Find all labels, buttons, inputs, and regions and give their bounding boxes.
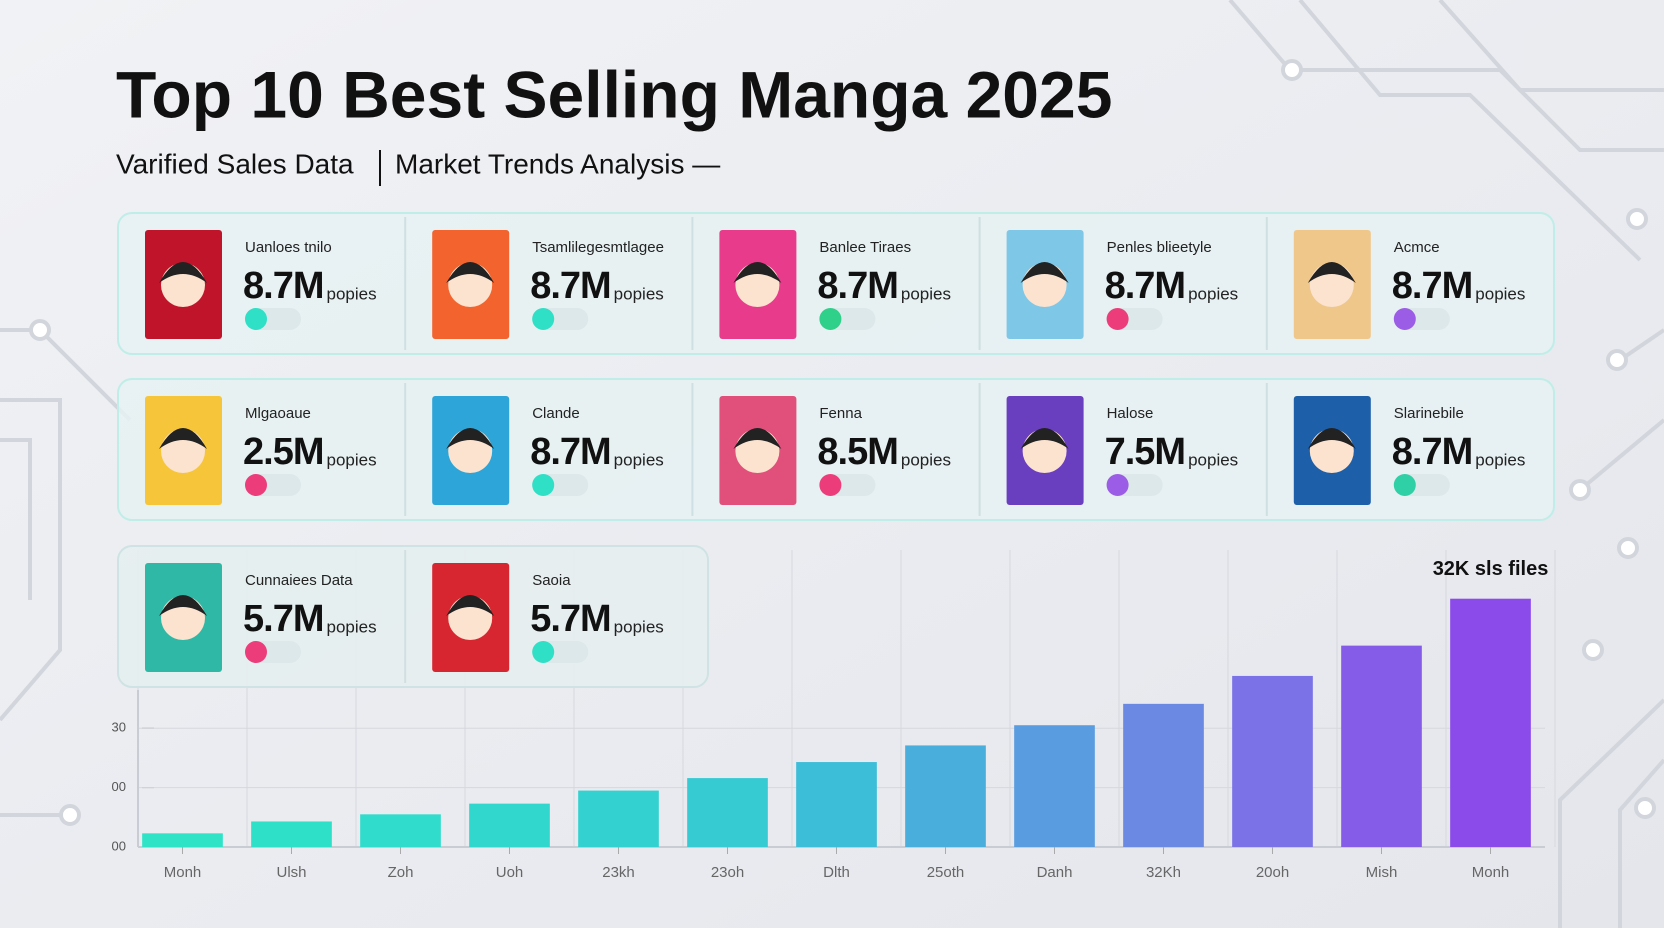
bar — [1014, 725, 1095, 847]
card-unit: popies — [326, 617, 376, 636]
card-name: Banlee Tiraes — [819, 239, 911, 256]
card-name: Clande — [532, 405, 580, 422]
card-value: 5.7M — [243, 598, 323, 640]
card-value: 8.7M — [530, 431, 610, 473]
card-value: 8.5M — [817, 431, 897, 473]
x-tick-label: 23oh — [711, 864, 744, 881]
card-unit: popies — [901, 284, 951, 303]
card-unit: popies — [1475, 284, 1525, 303]
badge-icon — [532, 474, 555, 496]
card-unit: popies — [614, 617, 664, 636]
x-tick-label: Ulsh — [276, 864, 306, 881]
x-tick-label: 23kh — [602, 864, 635, 881]
bar — [360, 814, 441, 847]
y-tick-label: 00 — [112, 779, 126, 794]
x-tick-label: Monh — [164, 864, 202, 881]
card-unit: popies — [1475, 450, 1525, 469]
cover-hair — [1020, 428, 1069, 449]
badge-icon — [1393, 474, 1416, 496]
x-tick-label: Danh — [1037, 864, 1073, 881]
badge-icon — [819, 308, 842, 330]
subtitle: Market Trends Analysis — — [395, 148, 720, 179]
x-tick-label: 20oh — [1256, 864, 1289, 881]
badge-icon — [1393, 308, 1416, 330]
bar — [1123, 703, 1204, 847]
card-value: 8.7M — [1105, 265, 1185, 307]
x-tick-label: 32Kh — [1146, 864, 1181, 881]
bar — [578, 790, 659, 847]
card-name: Slarinebile — [1394, 405, 1464, 422]
x-tick-label: 25oth — [927, 864, 965, 881]
card-name: Penles blieetyle — [1107, 239, 1212, 256]
cover-hair — [733, 428, 782, 449]
cover-hair — [159, 262, 207, 283]
bar — [1450, 598, 1531, 847]
badge-icon — [245, 474, 267, 496]
badge-icon — [819, 474, 842, 496]
bar — [796, 762, 877, 847]
card-name: Uanloes tnilo — [245, 239, 332, 256]
cover-hair — [1020, 262, 1069, 283]
card-unit: popies — [901, 450, 951, 469]
card-value: 8.7M — [530, 265, 610, 307]
x-tick-label: Monh — [1472, 864, 1510, 881]
cover-hair — [1307, 262, 1356, 283]
y-tick-label: 00 — [112, 838, 126, 853]
badge-icon — [1106, 474, 1129, 496]
x-tick-label: Zoh — [388, 864, 414, 881]
card-name: Saoia — [532, 572, 571, 589]
badge-icon — [532, 308, 555, 330]
x-tick-label: Mish — [1366, 864, 1398, 881]
cover-hair — [446, 595, 495, 616]
title: Top 10 Best Selling Manga 2025 — [116, 57, 1112, 131]
card-value: 8.7M — [243, 265, 323, 307]
bar — [469, 803, 550, 847]
annotation: 32K sls files — [1433, 558, 1549, 580]
card-unit: popies — [326, 450, 376, 469]
card-value: 2.5M — [243, 431, 323, 473]
badge-icon — [532, 641, 555, 663]
cover-hair — [159, 428, 207, 449]
cover-hair — [1307, 428, 1356, 449]
card-name: Mlgaoaue — [245, 405, 311, 422]
card-value: 8.7M — [1392, 265, 1472, 307]
cover-hair — [446, 262, 495, 283]
card-name: Cunnaiees Data — [245, 572, 353, 589]
bar — [1341, 645, 1422, 847]
card-value: 8.7M — [817, 265, 897, 307]
cover-hair — [159, 595, 207, 616]
bar — [687, 778, 768, 847]
card-unit: popies — [326, 284, 376, 303]
card-unit: popies — [614, 284, 664, 303]
card-name: Halose — [1107, 405, 1154, 422]
card-unit: popies — [1188, 450, 1238, 469]
card-value: 8.7M — [1392, 431, 1472, 473]
subtitle: Varified Sales Data — [116, 148, 354, 179]
card-value: 5.7M — [530, 598, 610, 640]
badge-icon — [245, 641, 267, 663]
card-name: Tsamlilegesmtlagee — [532, 239, 664, 256]
bar — [1232, 675, 1313, 847]
y-tick-label: 30 — [112, 720, 126, 735]
bar — [251, 821, 332, 847]
cover-hair — [446, 428, 495, 449]
card-unit: popies — [1188, 284, 1238, 303]
card-name: Acmce — [1394, 239, 1440, 256]
bar-chart: 00 00 30 Monh Ulsh Zoh Uoh 23kh 23oh Dlth 25oth Dan… — [112, 550, 1556, 881]
card-name: Fenna — [819, 405, 862, 422]
badge-icon — [245, 308, 267, 330]
bar — [905, 745, 986, 847]
badge-icon — [1106, 308, 1129, 330]
x-tick-label: Uoh — [496, 864, 524, 881]
cover-hair — [733, 262, 782, 283]
card-value: 7.5M — [1105, 431, 1185, 473]
card-unit: popies — [614, 450, 664, 469]
x-tick-label: Dlth — [823, 864, 850, 881]
bar — [142, 833, 223, 847]
